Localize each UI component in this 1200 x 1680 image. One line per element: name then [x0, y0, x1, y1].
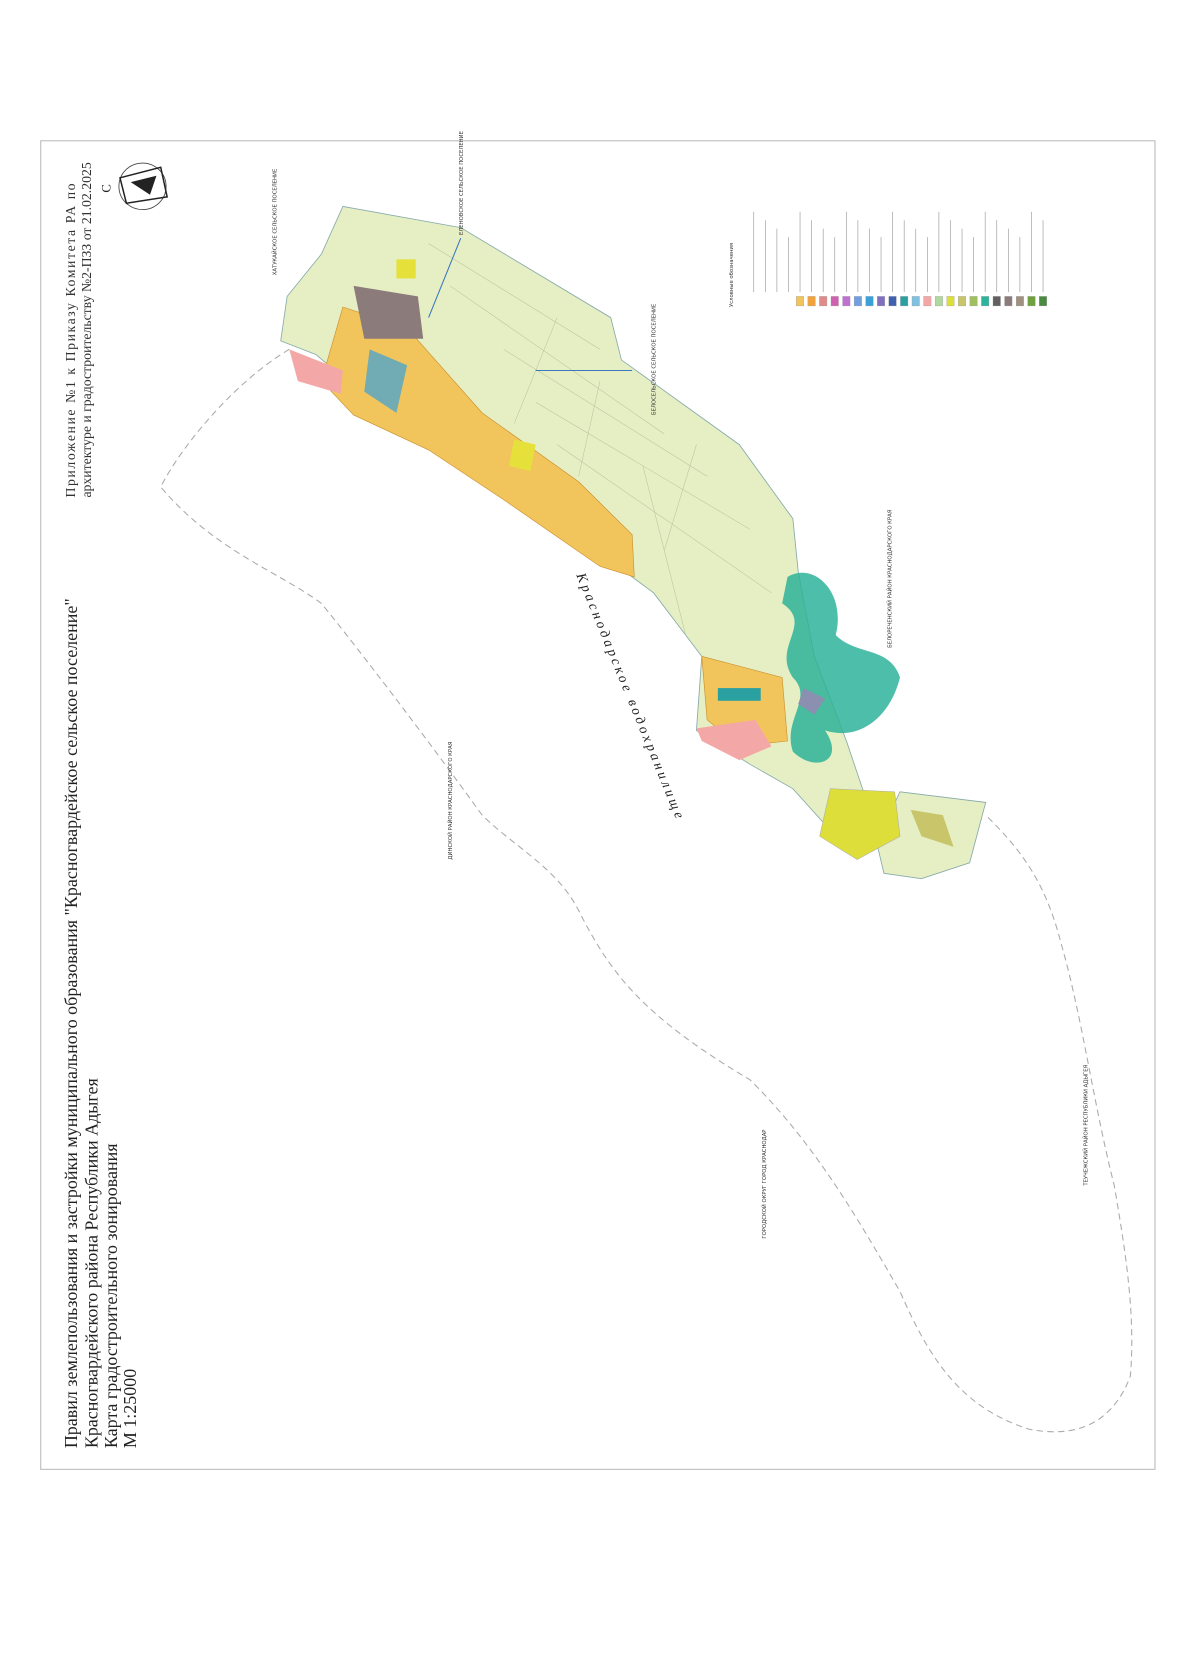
zone-patch: [396, 259, 416, 279]
neighbor-label: БЕЛОСЕЛЬСКОЕ СЕЛЬСКОЕ ПОСЕЛЕНИЕ: [652, 303, 658, 415]
legend: Условные обозначения: [728, 211, 1047, 307]
legend-swatch: [830, 296, 839, 307]
north-label: С: [99, 184, 113, 192]
river: [428, 237, 633, 372]
legend-swatch: [784, 296, 793, 307]
legend-swatch: [1027, 296, 1036, 307]
legend-title: Условные обозначения: [728, 243, 735, 307]
legend-swatch: [853, 296, 862, 307]
legend-swatch: [749, 296, 758, 307]
legend-swatch: [796, 296, 804, 307]
north-arrow: С: [99, 162, 169, 211]
title-line: М 1:25000: [120, 1369, 140, 1448]
legend-swatch: [819, 296, 828, 307]
recreation-zone: [696, 719, 772, 761]
field-zone: [910, 809, 954, 847]
compass-needle: [130, 175, 157, 195]
legend-swatch: [923, 296, 932, 307]
legend-swatch: [772, 296, 781, 307]
public-zone: [364, 349, 408, 413]
compass-shape: [119, 166, 169, 205]
title-line: Карта градостроительного зонирования: [101, 1143, 121, 1448]
industrial-zone: [353, 285, 424, 339]
neighbor-label: ТЕУЧЕЖСКИЙ РАЙОН РЕСПУБЛИКИ АДЫГЕЯ: [1082, 1064, 1089, 1186]
water-zone: [782, 572, 900, 763]
annex-line: Приложение №1 к Приказу Комитета РА по: [63, 182, 78, 498]
zone-patch: [798, 688, 825, 715]
legend-swatch: [958, 296, 966, 307]
legend-swatch: [842, 296, 851, 307]
neighbor-labels: ХАТУКАЙСКОЕ СЕЛЬСКОЕ ПОСЕЛЕНИЕ ЕЛЕНОВСКО…: [271, 130, 1089, 1238]
zone-patch: [508, 439, 536, 472]
legend-swatch: [761, 296, 770, 307]
neighbor-label: ХАТУКАЙСКОЕ СЕЛЬСКОЕ ПОСЕЛЕНИЕ: [271, 168, 278, 275]
legend-swatch: [865, 296, 874, 307]
legend-swatch: [969, 296, 978, 307]
field-zone: [819, 788, 901, 860]
compass-ring: [118, 162, 167, 211]
legend-swatch: [981, 296, 990, 307]
legend-swatch: [934, 296, 943, 307]
legend-swatch: [900, 296, 909, 307]
recreation-zone: [289, 349, 343, 394]
annex-block: Приложение №1 к Приказу Комитета РА по а…: [63, 162, 94, 497]
legend-swatch: [1004, 296, 1013, 307]
title-block: Правил землепользования и застройки муни…: [61, 598, 140, 1448]
legend-swatch: [911, 296, 920, 307]
legend-swatch: [946, 296, 955, 307]
legend-swatch: [1039, 296, 1047, 307]
annex-line: архитектуре и градостроительству №2-ПЗЗ …: [79, 162, 94, 497]
title-line: Красногвардейского района Республики Ады…: [81, 1078, 101, 1448]
frame: [40, 140, 1156, 1470]
legend-swatch: [807, 296, 816, 307]
reservoir-boundary: [160, 348, 1133, 1433]
legend-swatch: [992, 296, 1001, 307]
public-zone: [717, 688, 761, 701]
title-line: Правил землепользования и застройки муни…: [61, 598, 81, 1448]
neighbor-label: БЕЛОРЕЧЕНСКИЙ РАЙОН КРАСНОДАРСКОГО КРАЯ: [886, 509, 893, 648]
neighbor-label: ГОРОДСКОЙ ОКРУГ ГОРОД КРАСНОДАР: [761, 1129, 768, 1239]
legend-swatch: [888, 296, 897, 307]
legend-swatch: [877, 296, 885, 307]
neighbor-label: ЕЛЕНОВСКОЕ СЕЛЬСКОЕ ПОСЕЛЕНИЕ: [459, 130, 465, 235]
neighbor-label: ДИНСКОЙ РАЙОН КРАСНОДАРСКОГО КРАЯ: [447, 741, 454, 859]
legend-swatch: [1015, 296, 1024, 307]
